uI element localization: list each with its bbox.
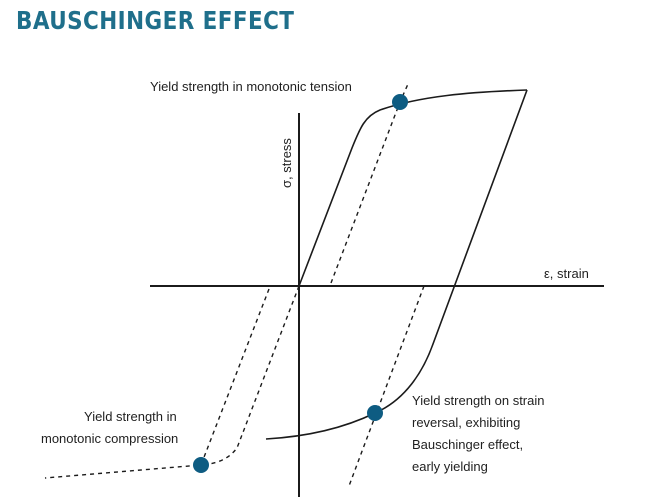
compression-yield-marker (193, 457, 209, 473)
compression-label-line-1: Yield strength in (84, 409, 177, 424)
unloading-dashed-line (348, 285, 425, 487)
reversal-label-line-1: Yield strength on strain (412, 393, 544, 408)
compression-label-line-2: monotonic compression (41, 431, 178, 446)
loading-curve (298, 89, 528, 287)
tension-yield-marker (392, 94, 408, 110)
monotonic-tension-dashed-line (330, 83, 409, 284)
x-axis-label: ε, strain (544, 266, 589, 281)
reversal-yield-marker (367, 405, 383, 421)
reversal-yield-label: Yield strength on strain reversal, exhib… (412, 393, 548, 474)
y-axis-label: σ, stress (279, 138, 294, 188)
page-title: BAUSCHINGER EFFECT (16, 6, 295, 35)
compression-yield-label: Yield strength in monotonic compression (41, 409, 180, 446)
reverse-loading-curve (265, 89, 528, 440)
tension-yield-label: Yield strength in monotonic tension (150, 79, 352, 94)
reversal-label-line-3: Bauschinger effect, (412, 437, 523, 452)
compression-offset-dashed-line (44, 288, 270, 479)
reversal-label-line-4: early yielding (412, 459, 488, 474)
reversal-label-line-2: reversal, exhibiting (412, 415, 520, 430)
